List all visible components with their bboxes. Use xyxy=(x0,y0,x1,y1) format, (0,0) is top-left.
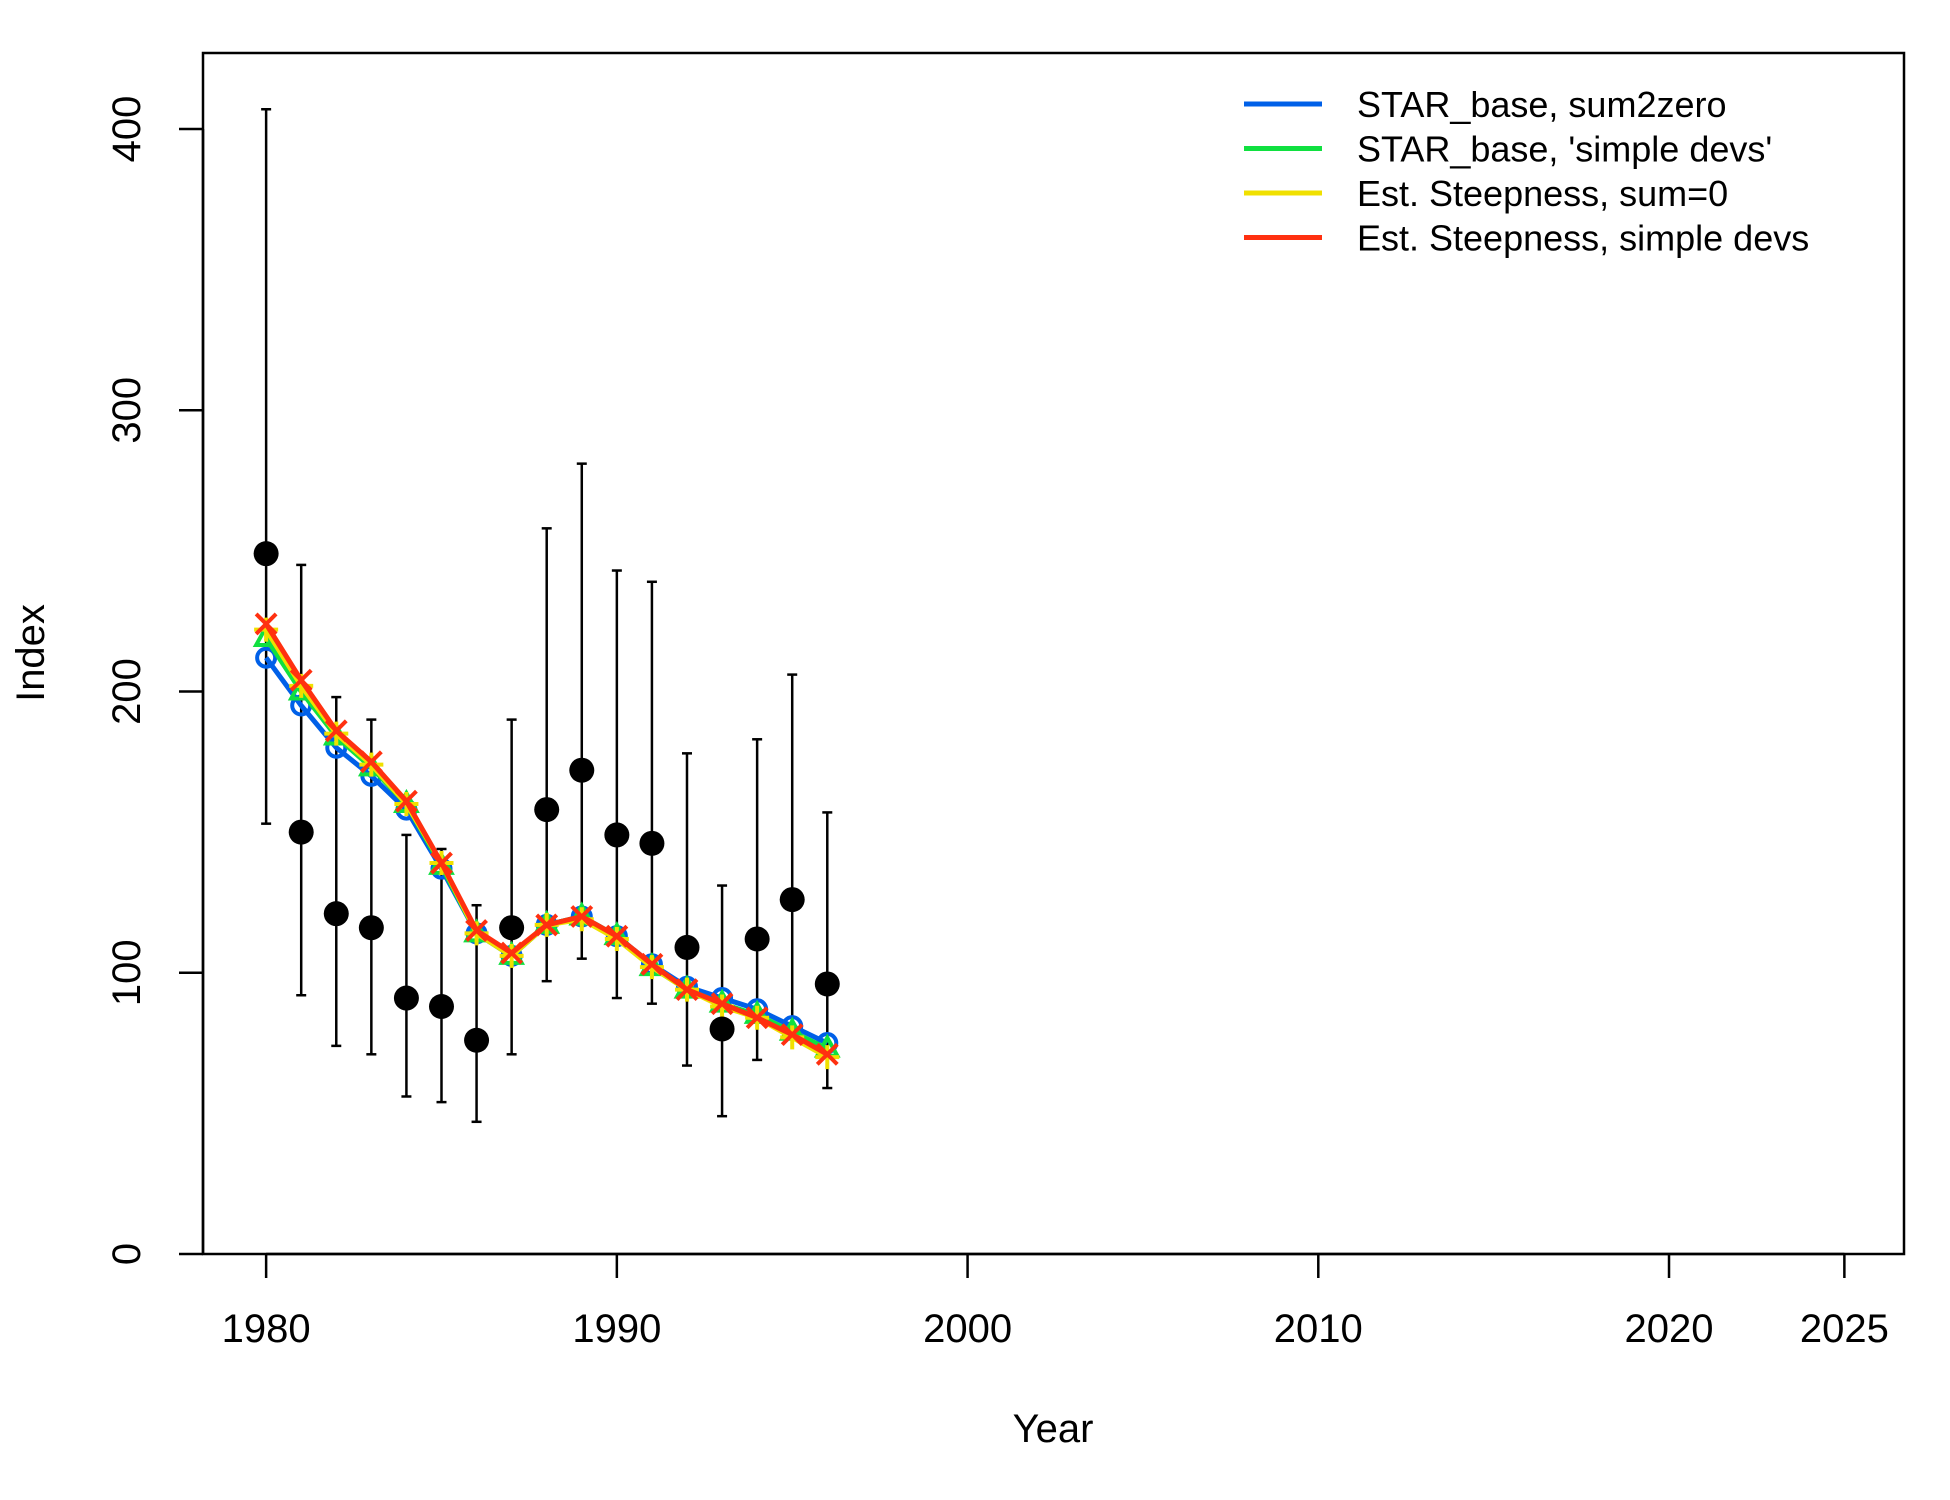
observed-point xyxy=(323,901,349,927)
observed-point xyxy=(604,822,630,848)
observed-points xyxy=(253,541,840,1053)
observed-point xyxy=(253,541,279,567)
x-tick-label: 2010 xyxy=(1274,1307,1363,1351)
x-tick-label: 1990 xyxy=(572,1307,661,1351)
series-point xyxy=(465,919,488,942)
x-tick-label: 2025 xyxy=(1800,1307,1889,1351)
series-lines xyxy=(252,612,841,1070)
series-point xyxy=(605,924,629,948)
series-point xyxy=(640,952,664,976)
y-tick-label: 100 xyxy=(105,939,149,1006)
observed-point xyxy=(358,915,384,941)
observed-point xyxy=(779,887,805,913)
series-point xyxy=(289,668,313,692)
series-point xyxy=(745,1006,769,1030)
legend-item: STAR_base, 'simple devs' xyxy=(1244,129,1772,170)
x-tick-label: 2000 xyxy=(923,1307,1012,1351)
series-point xyxy=(254,612,278,636)
series-3 xyxy=(254,612,839,1066)
observed-point xyxy=(639,830,665,856)
legend-label: Est. Steepness, simple devs xyxy=(1357,218,1809,259)
series-point xyxy=(500,941,524,965)
series-point xyxy=(570,905,594,928)
observed-point xyxy=(464,1027,490,1053)
x-tick-label: 2020 xyxy=(1625,1307,1714,1351)
observed-point xyxy=(569,757,595,783)
observed-point xyxy=(534,797,560,823)
observed-point xyxy=(814,971,840,997)
series-point xyxy=(395,789,418,813)
legend-item: STAR_base, sum2zero xyxy=(1244,84,1727,125)
series-point xyxy=(359,750,383,774)
observed-point xyxy=(674,934,700,960)
legend-label: STAR_base, sum2zero xyxy=(1357,84,1727,125)
y-tick-label: 400 xyxy=(105,96,149,163)
observed-point xyxy=(499,915,525,941)
observed-point xyxy=(709,1016,735,1042)
series-point xyxy=(815,1042,839,1066)
x-axis-label: Year xyxy=(1013,1407,1094,1451)
observed-point xyxy=(744,926,770,952)
legend-label: STAR_base, 'simple devs' xyxy=(1357,129,1772,170)
y-tick-label: 300 xyxy=(105,377,149,444)
observed-point xyxy=(428,993,454,1019)
series-point xyxy=(535,913,559,937)
series-point xyxy=(675,978,699,1002)
series-point xyxy=(710,992,734,1016)
series-point xyxy=(255,646,278,669)
x-axis: 1980 1990 2000 2010 2020 2025 xyxy=(222,1252,1889,1351)
legend-item: Est. Steepness, sum=0 xyxy=(1244,173,1728,214)
observed-point xyxy=(393,985,419,1011)
y-tick-label: 200 xyxy=(105,658,149,725)
y-tick-label: 0 xyxy=(105,1243,149,1265)
x-tick-label: 1980 xyxy=(222,1307,311,1351)
series-point xyxy=(430,851,453,875)
series-point xyxy=(780,1023,804,1047)
legend-item: Est. Steepness, simple devs xyxy=(1244,218,1809,259)
series-point xyxy=(324,719,348,743)
observed-point xyxy=(288,819,314,845)
legend-label: Est. Steepness, sum=0 xyxy=(1357,173,1728,214)
y-axis-label: Index xyxy=(9,604,53,702)
y-axis: 0 100 200 300 400 xyxy=(105,96,205,1265)
